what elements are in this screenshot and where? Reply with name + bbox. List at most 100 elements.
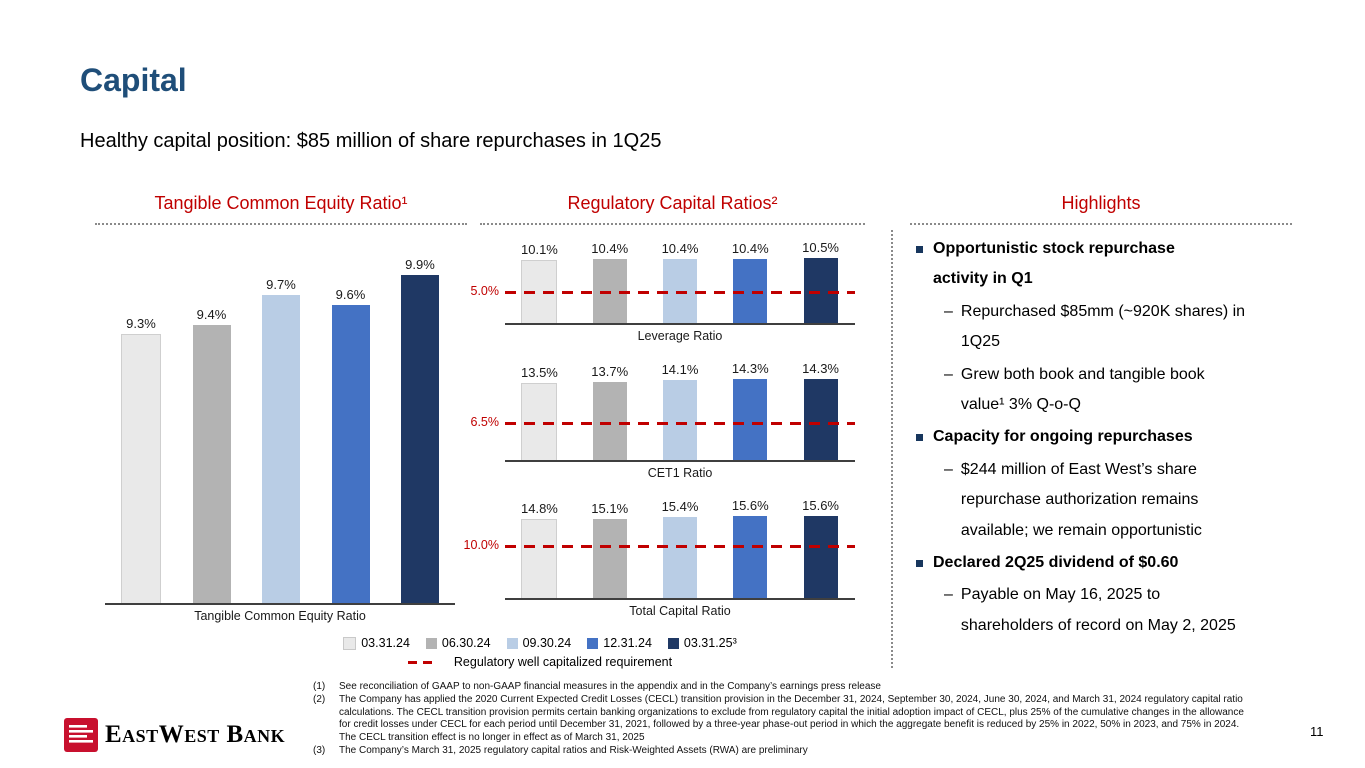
footnote-number: (3)	[313, 744, 326, 756]
legend-item: 12.31.24	[587, 636, 652, 650]
bar	[521, 519, 558, 598]
legend-swatch-icon	[343, 636, 357, 650]
highlights-divider	[891, 230, 893, 668]
bar-09.30.24: 14.1%	[661, 362, 699, 460]
bar	[192, 324, 231, 603]
bar-value-label: 14.1%	[661, 362, 699, 378]
regulatory-threshold-line: 10.0%	[464, 538, 855, 552]
bar-03.31.25: 10.5%	[802, 240, 839, 323]
section-header-tce: Tangible Common Equity Ratio¹	[95, 193, 467, 225]
bar-value-label: 15.4%	[661, 499, 699, 515]
bar-value-label: 10.1%	[521, 241, 558, 257]
tce-ratio-axis-title: Tangible Common Equity Ratio	[194, 609, 366, 623]
regulatory-threshold-line: 6.5%	[471, 415, 855, 429]
highlight-subitem: $244 million of East West’s share repurc…	[944, 455, 1288, 546]
highlight-subitem: Repurchased $85mm (~920K shares) in 1Q25	[944, 297, 1288, 358]
bar-09.30.24: 10.4%	[662, 241, 698, 323]
bar-value-label: 15.1%	[591, 500, 629, 516]
bar-value-label: 15.6%	[731, 498, 769, 514]
chart-legend: 03.31.24 06.30.24 09.30.24 12.31.24 03.31.25…	[320, 636, 760, 669]
highlight-heading-text: Capacity for ongoing repurchases	[933, 428, 1193, 446]
leverage-ratio-axis-title: Leverage Ratio	[637, 329, 723, 343]
bar	[592, 518, 627, 598]
highlight-heading-text: Declared 2Q25 dividend of $0.60	[933, 553, 1179, 571]
bar-06.30.24: 15.1%	[591, 501, 628, 598]
legend-item: 09.30.24	[506, 636, 571, 650]
bar-value-label: 14.8%	[521, 501, 558, 517]
bar-value-label: 10.5%	[802, 240, 839, 256]
bar-value-label: 10.4%	[591, 240, 629, 256]
section-header-regulatory: Regulatory Capital Ratios²	[480, 193, 865, 225]
bar-12.31.24: 14.3%	[732, 361, 769, 460]
square-bullet-icon	[916, 246, 923, 253]
tce-ratio-bars: 9.3% 9.4% 9.7% 9.6% 9.9%	[105, 242, 455, 605]
bar-09.30.24: 9.7%	[262, 277, 300, 603]
footnote: (3) The Company’s March 31, 2025 regulato…	[313, 745, 1253, 757]
legend-label: 12.31.24	[603, 636, 652, 650]
bar	[401, 274, 439, 603]
highlights-list: Opportunistic stock repurchase activity …	[916, 234, 1288, 643]
highlight-subitem-text: Grew both book and tangible book value¹ …	[960, 365, 1205, 413]
bar	[663, 380, 697, 460]
section-header-highlights: Highlights	[910, 193, 1292, 225]
threshold-dash-sample-icon	[407, 660, 438, 664]
bar-12.31.24: 15.6%	[732, 498, 769, 598]
bar-value-label: 10.4%	[731, 240, 769, 256]
bar-value-label: 15.6%	[802, 498, 839, 514]
eastwest-bank-logo: EastWest Bank	[64, 718, 285, 752]
highlight-subitem: Payable on May 16, 2025 to shareholders …	[944, 580, 1288, 641]
legend-swatch-icon	[425, 637, 437, 649]
square-bullet-icon	[916, 434, 923, 442]
bar	[663, 258, 697, 323]
legend-item: 03.31.24	[343, 636, 410, 650]
page-number: 11	[1310, 724, 1324, 739]
bar-value-label: 9.3%	[126, 315, 156, 331]
highlight-heading: Opportunistic stock repurchase activity …	[916, 234, 1288, 295]
footnote-text: The Company has applied the 2020 Current…	[339, 694, 1244, 743]
legend-series-row: 03.31.24 06.30.24 09.30.24 12.31.24 03.31.25…	[343, 636, 737, 650]
bar-03.31.25: 14.3%	[802, 361, 839, 460]
footnote-number: (1)	[313, 681, 326, 692]
legend-swatch-icon	[506, 637, 518, 649]
bar-03.31.24: 13.5%	[521, 365, 558, 460]
legend-swatch-icon	[667, 637, 679, 649]
legend-threshold-row: Regulatory well capitalized requirement	[407, 655, 672, 669]
bar-12.31.24: 10.4%	[732, 241, 769, 323]
highlight-subitem: Grew both book and tangible book value¹ …	[944, 360, 1288, 421]
threshold-value-label: 10.0%	[463, 537, 499, 552]
highlight-subitem-text: Repurchased $85mm (~920K shares) in 1Q25	[960, 302, 1246, 351]
bar-03.31.24: 9.3%	[121, 316, 161, 603]
total-capital-ratio-bars: 14.8% 15.1% 15.4% 15.6% 15.6%	[505, 494, 855, 600]
bar	[803, 258, 838, 323]
threshold-value-label: 5.0%	[470, 284, 500, 299]
section-title-regulatory: Regulatory Capital Ratios²	[567, 193, 778, 213]
legend-label: 06.30.24	[441, 636, 491, 650]
total-capital-ratio-chart: 14.8% 15.1% 15.4% 15.6% 15.6% Total Capital …	[464, 494, 855, 618]
footnote-number: (2)	[313, 694, 326, 706]
bar-value-label: 14.3%	[802, 361, 839, 376]
bar-03.31.25: 9.9%	[401, 257, 439, 603]
highlight-heading: Declared 2Q25 dividend of $0.60	[916, 548, 1288, 578]
bar	[803, 379, 838, 460]
legend-label: 03.31.24	[361, 636, 410, 650]
bar	[803, 516, 838, 598]
highlight-subitem-text: $244 million of East West’s share repurc…	[960, 460, 1202, 539]
cet1-ratio-chart: 13.5% 13.7% 14.1% 14.3% 14.3% CET1 Ratio 6.5…	[471, 357, 855, 480]
cet1-ratio-axis-title: CET1 Ratio	[647, 466, 713, 480]
leverage-ratio-bars: 10.1% 10.4% 10.4% 10.4% 10.5%	[505, 234, 855, 325]
bar	[663, 517, 697, 598]
bar-06.30.24: 10.4%	[591, 241, 628, 323]
total-capital-ratio-axis-title: Total Capital Ratio	[629, 604, 731, 618]
bar-value-label: 14.3%	[731, 361, 769, 376]
cet1-ratio-bars: 13.5% 13.7% 14.1% 14.3% 14.3%	[505, 357, 855, 462]
legend-swatch-icon	[587, 637, 599, 649]
legend-item: 03.31.25³	[667, 636, 737, 650]
bar	[733, 516, 768, 598]
bar-03.31.24: 10.1%	[521, 242, 558, 323]
bar	[592, 258, 627, 323]
footnote: (2) The Company has applied the 2020 Curr…	[313, 694, 1253, 744]
bar	[733, 379, 768, 460]
regulatory-threshold-line: 5.0%	[471, 284, 855, 298]
section-title-tce: Tangible Common Equity Ratio¹	[154, 193, 408, 213]
